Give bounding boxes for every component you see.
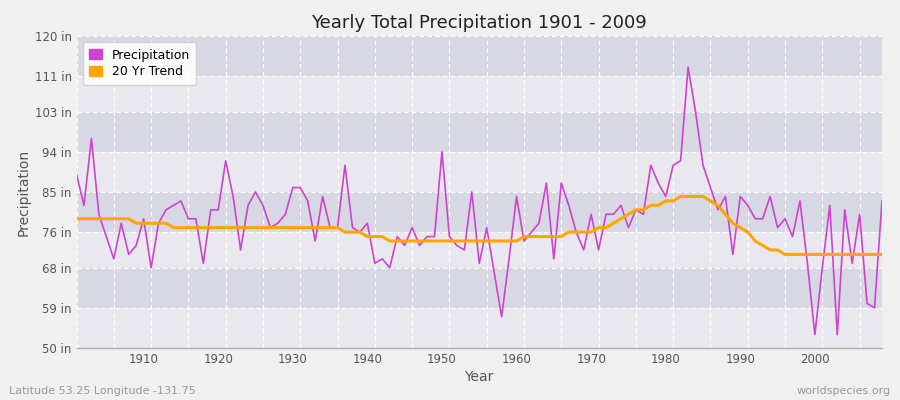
X-axis label: Year: Year [464,370,494,384]
Precipitation [683,65,694,70]
Bar [76,232,882,268]
Text: worldspecies.org: worldspecies.org [796,386,891,396]
Bar [76,112,882,152]
Precipitation [877,198,887,203]
Text: Latitude 53.25 Longitude -131.75: Latitude 53.25 Longitude -131.75 [9,386,196,396]
Y-axis label: Precipitation: Precipitation [16,148,31,236]
Precipitation [504,256,515,261]
20 Yr Trend [130,221,141,226]
Precipitation [130,243,141,248]
Precipitation [511,194,522,199]
20 Yr Trend [511,239,522,244]
Precipitation [600,212,611,217]
Legend: Precipitation, 20 Yr Trend: Precipitation, 20 Yr Trend [83,42,196,84]
Line: Precipitation: Precipitation [76,67,882,335]
Bar [76,152,882,192]
Precipitation [71,172,82,176]
20 Yr Trend [600,225,611,230]
Precipitation [295,185,306,190]
20 Yr Trend [71,216,82,221]
Bar [76,308,882,348]
20 Yr Trend [675,194,686,199]
Title: Yearly Total Precipitation 1901 - 2009: Yearly Total Precipitation 1901 - 2009 [311,14,647,32]
20 Yr Trend [504,239,515,244]
20 Yr Trend [877,252,887,257]
Bar [76,76,882,112]
Line: 20 Yr Trend: 20 Yr Trend [76,196,882,254]
20 Yr Trend [295,225,306,230]
Bar [76,268,882,308]
Bar [76,192,882,232]
20 Yr Trend [779,252,790,257]
Precipitation [339,163,350,168]
Bar [76,36,882,76]
20 Yr Trend [339,230,350,234]
Precipitation [809,332,820,337]
